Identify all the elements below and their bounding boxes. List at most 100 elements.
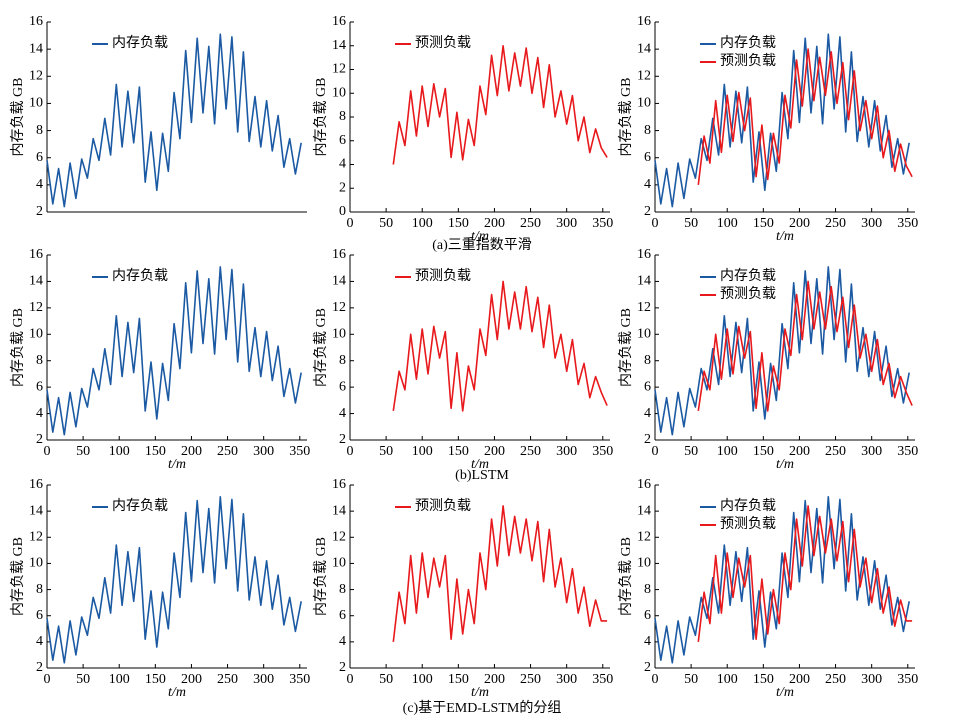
- x-tick-label: 350: [897, 444, 918, 459]
- x-tick-label: 250: [825, 672, 846, 687]
- x-tick-label: 300: [253, 444, 274, 459]
- y-tick-label: 12: [332, 300, 346, 315]
- y-tick-label: 2: [36, 660, 43, 675]
- x-tick-label: 100: [412, 672, 433, 687]
- x-tick-label: 200: [181, 444, 202, 459]
- y-tick-label: 8: [36, 123, 43, 138]
- x-tick-label: 150: [145, 444, 166, 459]
- y-tick-label: 2: [644, 660, 651, 675]
- x-tick-label: 250: [520, 672, 541, 687]
- y-axis-label: 内存负载 GB: [10, 308, 26, 387]
- y-tick-label: 8: [36, 582, 43, 597]
- legend-label: 内存负载: [112, 35, 168, 51]
- x-tick-label: 200: [789, 672, 810, 687]
- x-tick-label: 50: [379, 444, 393, 459]
- y-tick-label: 16: [332, 247, 346, 262]
- x-tick-label: 150: [753, 672, 774, 687]
- y-tick-label: 14: [29, 274, 43, 289]
- y-tick-label: 10: [637, 556, 651, 571]
- x-tick-label: 250: [520, 216, 541, 231]
- y-tick-label: 10: [29, 556, 43, 571]
- x-tick-label: 250: [520, 444, 541, 459]
- legend-label: 预测负载: [720, 286, 776, 302]
- x-tick-label: 100: [109, 444, 130, 459]
- y-tick-label: 8: [644, 123, 651, 138]
- x-tick-label: 300: [556, 444, 577, 459]
- y-axis-label: 内存负载 GB: [10, 78, 26, 157]
- series-line: [392, 45, 608, 165]
- x-tick-label: 0: [44, 444, 51, 459]
- x-tick-label: 150: [448, 672, 469, 687]
- y-tick-label: 4: [339, 634, 346, 649]
- series-line: [654, 496, 910, 664]
- x-tick-label: 0: [347, 216, 354, 231]
- y-tick-label: 4: [36, 177, 43, 192]
- x-axis-label: t/m: [776, 229, 794, 244]
- y-tick-label: 4: [644, 634, 651, 649]
- x-tick-label: 50: [684, 216, 698, 231]
- x-tick-label: 0: [347, 672, 354, 687]
- x-tick-label: 100: [412, 216, 433, 231]
- x-tick-label: 300: [861, 672, 882, 687]
- x-axis-label: t/m: [471, 229, 489, 244]
- x-tick-label: 300: [556, 672, 577, 687]
- legend-label: 预测负载: [415, 268, 471, 284]
- x-tick-label: 100: [717, 216, 738, 231]
- y-tick-label: 8: [339, 109, 346, 124]
- y-tick-label: 2: [644, 204, 651, 219]
- series-line: [654, 266, 910, 436]
- x-tick-label: 200: [484, 444, 505, 459]
- legend-label: 内存负载: [720, 35, 776, 51]
- legend-label: 内存负载: [720, 498, 776, 514]
- y-axis-label: 内存负载 GB: [313, 78, 329, 157]
- y-tick-label: 14: [637, 503, 651, 518]
- x-tick-label: 200: [484, 216, 505, 231]
- x-tick-label: 100: [717, 672, 738, 687]
- series-line: [46, 266, 302, 436]
- y-tick-label: 16: [332, 14, 346, 29]
- y-tick-label: 16: [29, 247, 43, 262]
- series-line: [697, 48, 913, 185]
- y-tick-label: 8: [644, 582, 651, 597]
- y-tick-label: 16: [332, 477, 346, 492]
- y-tick-label: 10: [637, 96, 651, 111]
- y-tick-label: 16: [29, 14, 43, 29]
- x-tick-label: 300: [556, 216, 577, 231]
- x-tick-label: 0: [44, 672, 51, 687]
- y-tick-label: 12: [29, 530, 43, 545]
- y-tick-label: 6: [339, 133, 346, 148]
- y-tick-label: 8: [36, 353, 43, 368]
- series-line: [46, 496, 302, 664]
- x-tick-label: 350: [897, 672, 918, 687]
- x-axis-label: t/m: [776, 685, 794, 700]
- legend-label: 预测负载: [720, 516, 776, 532]
- x-tick-label: 350: [592, 444, 613, 459]
- y-tick-label: 12: [637, 530, 651, 545]
- y-axis-label: 内存负载 GB: [313, 308, 329, 387]
- x-tick-label: 150: [753, 216, 774, 231]
- x-tick-label: 100: [412, 444, 433, 459]
- y-tick-label: 4: [339, 157, 346, 172]
- legend-label: 预测负载: [415, 35, 471, 51]
- y-axis-label: 内存负载 GB: [618, 308, 634, 387]
- x-tick-label: 200: [789, 444, 810, 459]
- y-tick-label: 8: [644, 353, 651, 368]
- x-tick-label: 0: [652, 216, 659, 231]
- legend-label: 预测负载: [720, 53, 776, 69]
- x-tick-label: 250: [825, 216, 846, 231]
- x-tick-label: 300: [861, 444, 882, 459]
- y-tick-label: 6: [644, 608, 651, 623]
- y-tick-label: 16: [637, 14, 651, 29]
- x-tick-label: 0: [652, 444, 659, 459]
- y-axis-label: 内存负载 GB: [10, 537, 26, 616]
- legend-label: 内存负载: [112, 268, 168, 284]
- y-tick-label: 8: [339, 353, 346, 368]
- y-tick-label: 16: [29, 477, 43, 492]
- legend-label: 预测负载: [415, 498, 471, 514]
- y-tick-label: 6: [644, 150, 651, 165]
- x-axis-label: t/m: [471, 457, 489, 472]
- y-tick-label: 2: [339, 180, 346, 195]
- x-tick-label: 50: [76, 444, 90, 459]
- series-line: [654, 33, 910, 208]
- y-tick-label: 6: [644, 379, 651, 394]
